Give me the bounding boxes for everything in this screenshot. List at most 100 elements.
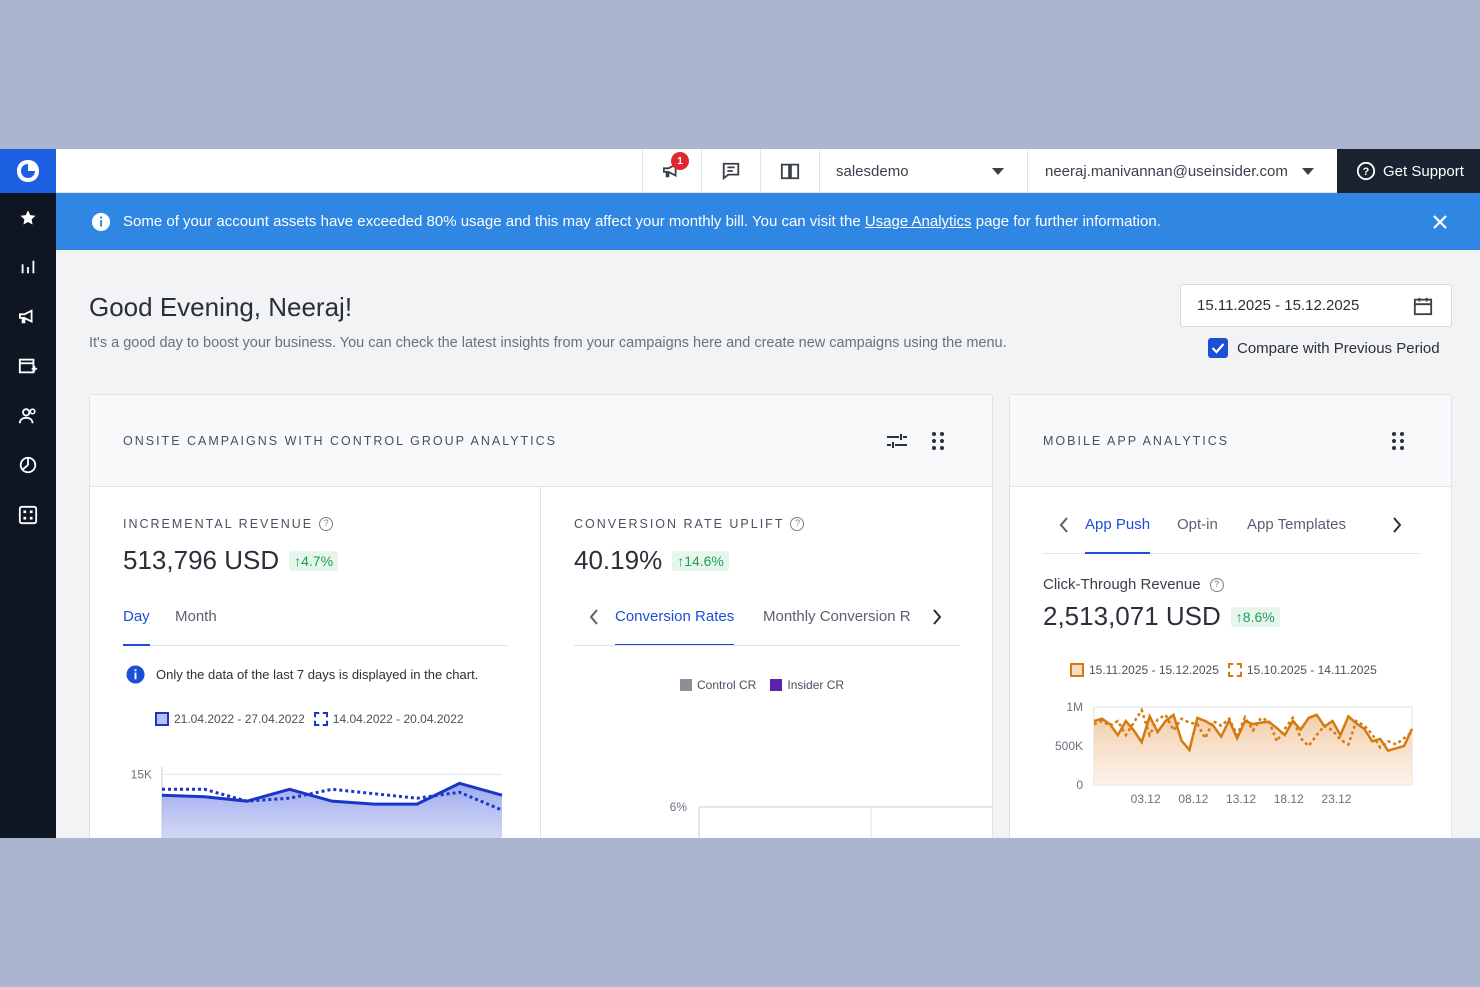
incremental-revenue-value: 513,796 USD ↑4.7% <box>123 545 339 576</box>
legend-swatch-previous <box>1227 663 1242 677</box>
page-title: Good Evening, Neeraj! <box>89 292 353 322</box>
get-support-button[interactable]: ? Get Support <box>1337 149 1480 193</box>
compare-checkbox[interactable] <box>1208 338 1228 358</box>
plot-frame <box>698 806 992 838</box>
tab-app-push[interactable]: App Push <box>1085 508 1151 554</box>
tab-month[interactable]: Month <box>175 608 217 625</box>
filter-icon[interactable] <box>886 433 908 449</box>
info-icon <box>91 212 111 231</box>
tab-conversion-rates[interactable]: Conversion Rates <box>615 600 735 645</box>
user-select[interactable]: neeraj.manivannan@useinsider.com <box>1027 149 1337 193</box>
book-icon <box>780 163 800 180</box>
megaphone-icon <box>663 163 677 178</box>
click-through-revenue-value: 2,513,071 USD ↑8.6% <box>1043 601 1280 632</box>
help-circle-icon: ? <box>1356 161 1376 181</box>
mobile-tabs: App Push Opt-in App Templates <box>1043 508 1419 554</box>
help-icon[interactable]: ? <box>319 517 334 531</box>
panel-divider <box>540 487 541 838</box>
date-range-picker[interactable]: 15.11.2025 - 15.12.2025 <box>1180 284 1452 327</box>
line-legend: 15.11.2025 - 15.12.2025 15.10.2025 - 14.… <box>1070 663 1377 677</box>
calendar-icon <box>1413 297 1433 316</box>
calendar-add-icon[interactable] <box>0 342 56 392</box>
click-through-revenue-label: Click-Through Revenue? <box>1043 576 1224 593</box>
info-icon <box>126 665 145 684</box>
y-tick-label: 0 <box>1076 778 1083 792</box>
logo-icon[interactable] <box>0 149 56 193</box>
banner-text-end: page for further information. <box>971 213 1161 230</box>
compare-previous-toggle[interactable]: Compare with Previous Period <box>1208 338 1440 358</box>
svg-text:?: ? <box>1363 166 1370 178</box>
delta-badge: ↑8.6% <box>1230 606 1280 627</box>
legend-label-insider: Insider CR <box>787 678 845 692</box>
messages-button[interactable] <box>701 149 760 193</box>
chevron-down-icon <box>1302 168 1314 175</box>
series-line-current <box>1093 712 1414 753</box>
date-range-value: 15.11.2025 - 15.12.2025 <box>1197 297 1360 314</box>
banner-text-start: Some of your account assets have exceede… <box>123 213 865 230</box>
mobile-app-analytics-card: MOBILE APP ANALYTICS App Push Opt-in App… <box>1009 394 1452 838</box>
checkmark-icon <box>1211 343 1225 354</box>
close-icon[interactable] <box>1432 214 1448 230</box>
period-tabs: Day Month <box>123 600 507 646</box>
topbar: 1 salesdemo neeraj.manivannan@useinsider… <box>56 149 1480 193</box>
x-tick-label: 18.12 <box>1274 792 1304 806</box>
legend-swatch-previous <box>313 712 328 726</box>
drag-handle-icon[interactable] <box>931 431 945 451</box>
chart-legend: 21.04.2022 - 27.04.2022 14.04.2022 - 20.… <box>155 712 464 726</box>
x-tick-label: 03.12 <box>1131 792 1161 806</box>
conversion-uplift-label: CONVERSION RATE UPLIFT? <box>574 517 805 531</box>
card-header: ONSITE CAMPAIGNS WITH CONTROL GROUP ANAL… <box>90 395 992 487</box>
x-tick-label: 13.12 <box>1226 792 1256 806</box>
metric-value-text: 2,513,071 USD <box>1043 601 1221 631</box>
tab-day[interactable]: Day <box>123 600 150 646</box>
chevron-right-icon[interactable] <box>932 609 942 625</box>
reports-icon[interactable] <box>0 441 56 491</box>
chat-icon <box>722 162 740 181</box>
tab-app-templates[interactable]: App Templates <box>1247 516 1346 533</box>
announcements-button[interactable]: 1 <box>642 149 701 193</box>
conversion-uplift-value: 40.19% ↑14.6% <box>574 545 729 576</box>
usage-banner: Some of your account assets have exceede… <box>56 193 1480 250</box>
usage-analytics-link[interactable]: Usage Analytics <box>864 213 972 230</box>
bar-legend: Control CR Insider CR <box>680 678 844 692</box>
favorites-icon[interactable] <box>0 193 56 243</box>
account-select[interactable]: salesdemo <box>819 149 1027 193</box>
get-support-label: Get Support <box>1383 162 1464 180</box>
chevron-left-icon[interactable] <box>589 609 599 625</box>
metric-label-text: INCREMENTAL REVENUE <box>123 517 314 531</box>
drag-handle-icon[interactable] <box>1391 431 1405 451</box>
docs-button[interactable] <box>760 149 819 193</box>
account-select-value: salesdemo <box>836 162 909 180</box>
legend-label-current: 15.11.2025 - 15.12.2025 <box>1089 663 1219 677</box>
chevron-down-icon <box>992 168 1004 175</box>
conversion-rate-chart: 6%4% <box>670 800 992 838</box>
card-title: ONSITE CAMPAIGNS WITH CONTROL GROUP ANAL… <box>123 434 558 448</box>
metric-label-text: CONVERSION RATE UPLIFT <box>574 517 785 531</box>
help-icon[interactable]: ? <box>1209 577 1224 592</box>
compare-label: Compare with Previous Period <box>1237 339 1440 357</box>
campaigns-icon[interactable] <box>0 292 56 342</box>
legend-label-control: Control CR <box>697 678 757 692</box>
y-tick-label: 15K <box>131 767 152 781</box>
click-through-revenue-chart: 1M 500K 0 03.12 08.12 13.12 18.12 23.12 <box>1055 700 1414 806</box>
analytics-icon[interactable] <box>0 243 56 293</box>
chart-info-note: Only the data of the last 7 days is disp… <box>126 665 478 684</box>
app-window: 1 salesdemo neeraj.manivannan@useinsider… <box>0 149 1480 838</box>
delta-badge: ↑14.6% <box>672 550 729 571</box>
y-tick-label: 1M <box>1066 700 1083 714</box>
area-fill-current <box>162 783 502 838</box>
card-header: MOBILE APP ANALYTICS <box>1010 395 1451 487</box>
chevron-left-icon[interactable] <box>1059 517 1069 533</box>
legend-label-previous: 15.10.2025 - 14.11.2025 <box>1246 663 1377 677</box>
audience-icon[interactable] <box>0 391 56 441</box>
apps-icon[interactable] <box>0 490 56 540</box>
legend-label-previous: 14.04.2022 - 20.04.2022 <box>332 712 464 726</box>
legend-swatch-insider <box>770 679 783 691</box>
tab-monthly-conversion[interactable]: Monthly Conversion R <box>763 608 911 625</box>
chart-info-text: Only the data of the last 7 days is disp… <box>156 667 479 682</box>
tab-opt-in[interactable]: Opt-in <box>1177 516 1218 533</box>
help-icon[interactable]: ? <box>790 517 805 531</box>
user-select-value: neeraj.manivannan@useinsider.com <box>1045 162 1288 180</box>
chevron-right-icon[interactable] <box>1392 517 1402 533</box>
